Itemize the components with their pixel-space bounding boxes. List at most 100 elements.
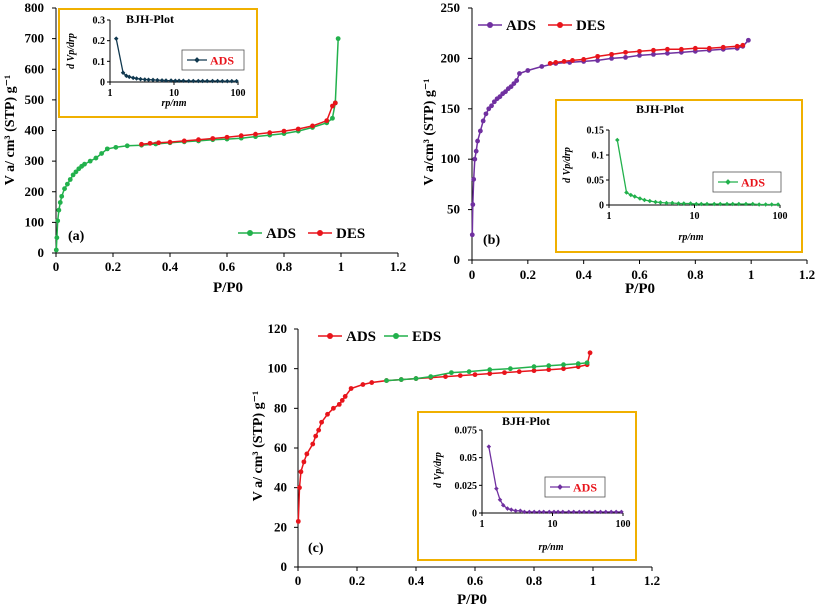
x-tick-label: 0 (53, 259, 60, 274)
legend-swatch-marker (327, 333, 333, 339)
y-tick-label: 60 (274, 440, 287, 455)
inset-y-tick-label: 0.15 (587, 126, 605, 137)
data-point (475, 138, 480, 144)
data-point (384, 378, 389, 383)
inset-x-label: rp/nm (161, 98, 186, 109)
data-point (310, 123, 315, 129)
data-point (301, 459, 307, 465)
y-tick-label: 0 (281, 559, 288, 574)
inset-data-point (551, 509, 557, 515)
x-tick-label: 0 (469, 267, 476, 282)
data-point (491, 99, 497, 105)
data-point (348, 386, 354, 391)
inset-y-tick-label: 0.2 (93, 36, 106, 47)
legend-swatch-marker (317, 230, 323, 236)
inset-x-tick-label: 100 (773, 211, 788, 222)
inset-x-tick-label: 100 (616, 519, 631, 530)
inset-data-point (127, 74, 132, 80)
data-point (584, 360, 590, 366)
inset-x-label: rp/nm (538, 542, 563, 553)
y-axis-label: V a/cm³ (STP) g⁻¹ (422, 79, 437, 186)
y-tick-label: 200 (441, 50, 461, 65)
x-tick-label: 0 (295, 573, 302, 588)
inset-data-point (494, 486, 499, 491)
inset-y-tick-label: 0.075 (455, 426, 478, 437)
y-tick-label: 400 (25, 123, 45, 138)
inset-title: BJH-Plot (636, 102, 684, 116)
inset-legend-box (181, 49, 245, 71)
inset-data-point (508, 507, 514, 512)
x-tick-label: 0.8 (276, 259, 293, 274)
data-point (330, 103, 335, 109)
legend-label: ADS (346, 329, 376, 345)
data-point (487, 371, 493, 377)
data-point (595, 53, 601, 59)
data-point (253, 131, 258, 137)
data-point (740, 42, 746, 48)
data-point (457, 373, 463, 379)
y-tick-label: 100 (25, 214, 45, 229)
inset-y-tick-label: 0.1 (592, 151, 605, 162)
data-point (281, 128, 287, 134)
inset-y-label: d Vp/drp (66, 33, 77, 69)
inset-data-point (225, 78, 230, 84)
inset-legend-label: ADS (741, 176, 765, 190)
inset-data-point (155, 77, 160, 83)
y-tick-label: 100 (268, 361, 288, 376)
y-tick-label: 800 (25, 0, 45, 15)
data-point (93, 155, 99, 161)
data-point (678, 46, 684, 52)
data-point (595, 58, 601, 63)
data-point (497, 94, 503, 100)
legend-swatch-marker (247, 230, 253, 236)
data-point (539, 64, 545, 69)
y-tick-label: 250 (441, 0, 461, 15)
data-point (304, 451, 310, 457)
legend-label: ADS (266, 226, 296, 242)
data-point (546, 367, 552, 373)
x-tick-label: 0.6 (219, 259, 236, 274)
inset-data-point (173, 78, 178, 84)
inset-x-tick-label: 1 (108, 88, 113, 99)
data-point (546, 363, 552, 369)
data-point (342, 394, 348, 399)
data-point (575, 361, 581, 367)
data-point (147, 140, 153, 146)
data-point (336, 401, 342, 407)
inset-data-point (619, 509, 624, 515)
data-point (324, 118, 330, 124)
data-point (70, 172, 76, 178)
x-tick-label: 1.2 (644, 573, 660, 588)
data-point (398, 377, 404, 382)
data-point (267, 130, 273, 136)
data-point (82, 161, 87, 167)
inset-data-point (176, 78, 182, 84)
data-point (210, 136, 216, 141)
data-point (502, 370, 507, 376)
data-point (511, 81, 517, 86)
inset-data-point (537, 509, 542, 515)
x-axis-label: P/P0 (457, 592, 487, 607)
x-axis-label: P/P0 (625, 281, 655, 297)
inset-x-tick-label: 10 (690, 211, 700, 222)
inset-chart: 0 0.025 0.05 0.075 1 10 100 BJH-Plot rp/nm d Vp/d… (417, 411, 637, 561)
x-tick-label: 1 (338, 259, 345, 274)
x-tick-label: 1.2 (799, 267, 815, 282)
legend-label: EDS (412, 329, 441, 345)
inset-legend-box (712, 171, 782, 193)
x-tick-label: 0.8 (687, 267, 704, 282)
inset-data-point (527, 509, 532, 515)
data-point (156, 140, 162, 146)
x-tick-label: 0.6 (467, 573, 484, 588)
data-point (470, 202, 476, 207)
data-point (65, 181, 70, 187)
data-point (139, 141, 144, 147)
data-point (516, 369, 522, 375)
data-point (651, 47, 656, 53)
data-point (53, 247, 59, 253)
inset-data-point (497, 497, 503, 502)
data-point (54, 235, 60, 241)
data-point (330, 115, 335, 121)
data-point (335, 36, 341, 42)
